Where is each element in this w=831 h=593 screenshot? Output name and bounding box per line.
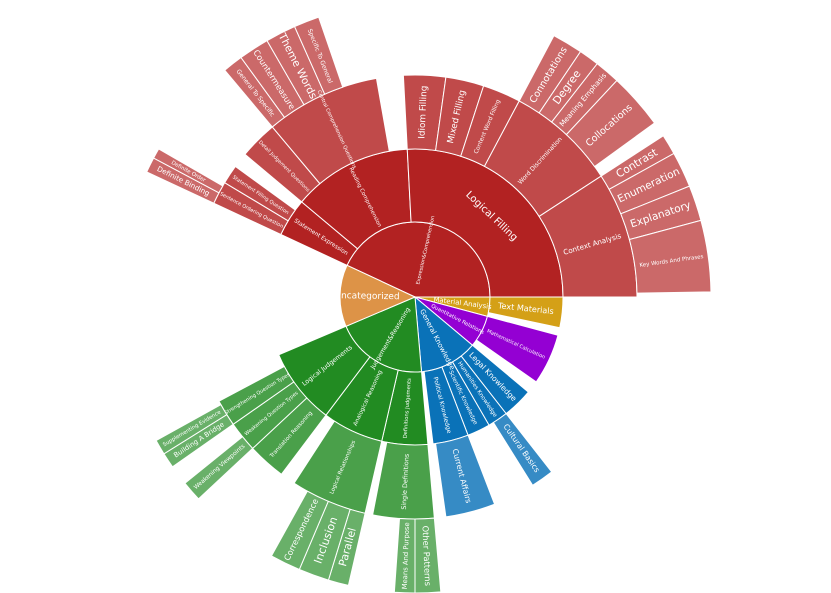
sector-label: Uncategorized xyxy=(334,291,399,302)
sector xyxy=(270,490,329,571)
sector xyxy=(565,79,656,168)
sector xyxy=(475,315,559,383)
sector xyxy=(224,165,296,222)
sector xyxy=(435,434,496,518)
sector-label: Means And Purpose xyxy=(401,522,411,589)
sector-label: Other Patterns xyxy=(420,525,433,586)
sector xyxy=(155,403,228,455)
sector xyxy=(293,16,344,95)
sector xyxy=(152,148,224,194)
sector-label: Weakening Viewpoints xyxy=(193,444,246,491)
sector-label: Definitions Judgements xyxy=(403,378,413,439)
sector xyxy=(487,296,564,329)
sector xyxy=(628,219,712,294)
sector xyxy=(339,264,417,327)
sector xyxy=(492,412,553,486)
sector xyxy=(184,436,254,500)
sector-label: Single Definitions xyxy=(400,453,411,510)
sector-label: Idiom Filling xyxy=(417,85,429,139)
